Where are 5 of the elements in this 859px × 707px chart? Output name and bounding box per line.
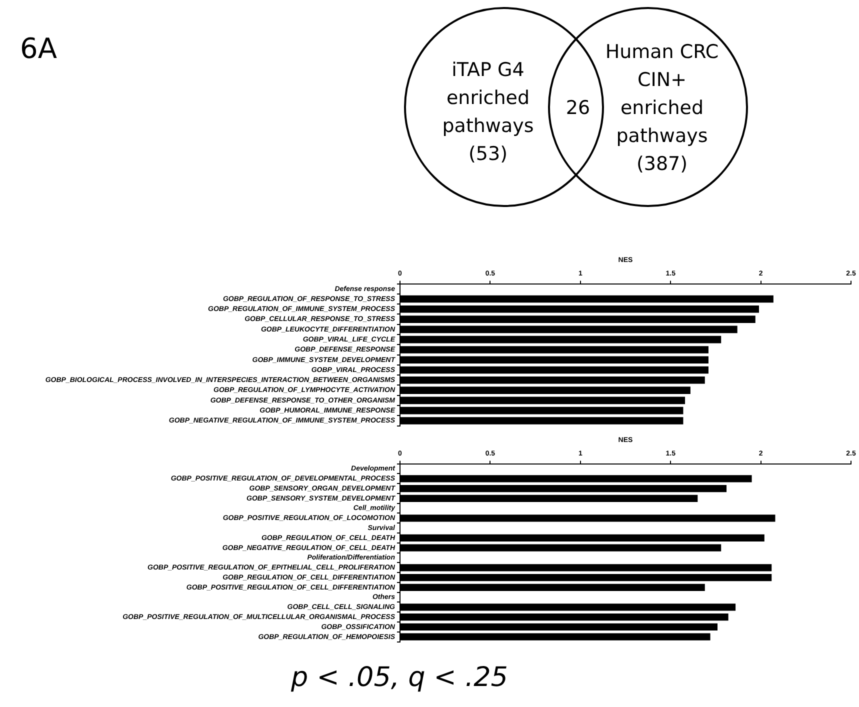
text: Human CRC CIN+ enriched pathways (387) (604, 40, 720, 177)
text: iTAP G4 enriched pathways (53) (441, 58, 535, 167)
text: p < .05, q < .25 (291, 662, 508, 693)
text: 6A (20, 32, 57, 65)
text: 26 (564, 96, 592, 121)
